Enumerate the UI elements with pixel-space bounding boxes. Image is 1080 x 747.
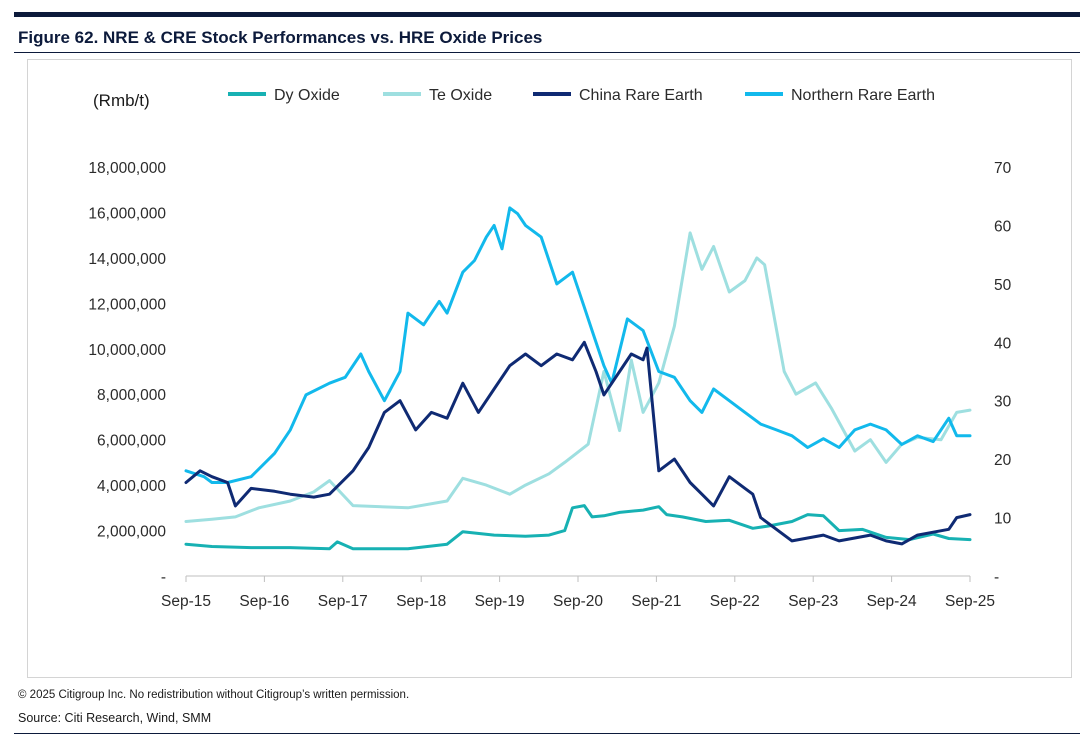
x-tick-label: Sep-17 <box>318 593 368 610</box>
top-rule <box>14 12 1080 17</box>
y-tick-label-left: 8,000,000 <box>97 387 166 404</box>
legend-label: Te Oxide <box>429 87 492 104</box>
bottom-rule <box>14 733 1080 734</box>
x-tick-label: Sep-16 <box>239 593 289 610</box>
legend-label: Dy Oxide <box>274 87 340 104</box>
y-tick-label-right: 40 <box>994 335 1012 352</box>
x-tick-label: Sep-20 <box>553 593 603 610</box>
y-tick-label-right: 50 <box>994 277 1012 294</box>
legend-label: Northern Rare Earth <box>791 87 935 104</box>
y-tick-label-left: 4,000,000 <box>97 478 166 495</box>
y-tick-label-left: 2,000,000 <box>97 524 166 541</box>
y-tick-label-right: - <box>994 569 999 586</box>
x-tick-label: Sep-19 <box>475 593 525 610</box>
x-tick-label: Sep-18 <box>396 593 446 610</box>
y-tick-label-left: 10,000,000 <box>88 342 166 359</box>
chart-svg: (Rmb/t) - 2,000,000 4,000,000 6,000,000 8,000… <box>88 87 1012 610</box>
chart-frame: (Rmb/t) - 2,000,000 4,000,000 6,000,000 8,000… <box>27 59 1072 678</box>
y-tick-label-right: 70 <box>994 160 1012 177</box>
x-tick-label: Sep-24 <box>867 593 917 610</box>
source-note: Source: Citi Research, Wind, SMM <box>18 711 212 725</box>
title-rule <box>14 52 1080 53</box>
y-tick-label-left: 6,000,000 <box>97 433 166 450</box>
copyright-note: © 2025 Citigroup Inc. No redistribution … <box>18 689 410 701</box>
y-tick-label-right: 60 <box>994 218 1012 235</box>
y-tick-label-left: 12,000,000 <box>88 296 166 313</box>
series-line-northern-rare-earth <box>184 206 972 484</box>
y-tick-label-right: 20 <box>994 452 1012 469</box>
y-tick-label-left: 16,000,000 <box>88 205 166 222</box>
series-line-china-rare-earth <box>184 340 972 546</box>
y-tick-label-left: 18,000,000 <box>88 160 166 177</box>
x-tick-label: Sep-23 <box>788 593 838 610</box>
x-tick-label: Sep-21 <box>631 593 681 610</box>
y-tick-label-right: 10 <box>994 511 1012 528</box>
x-tick-label: Sep-22 <box>710 593 760 610</box>
legend-label: China Rare Earth <box>579 87 703 104</box>
figure-title: Figure 62. NRE & CRE Stock Performances … <box>18 28 543 47</box>
y-tick-label-right: 30 <box>994 394 1012 411</box>
y-tick-label-left: 14,000,000 <box>88 251 166 268</box>
series-line-te-oxide <box>184 231 972 523</box>
y-axis-unit-label: (Rmb/t) <box>93 91 150 110</box>
x-tick-label: Sep-15 <box>161 593 211 610</box>
y-tick-label-left: - <box>161 569 166 586</box>
series-line-dy-oxide <box>184 504 972 551</box>
x-tick-label: Sep-25 <box>945 593 995 610</box>
